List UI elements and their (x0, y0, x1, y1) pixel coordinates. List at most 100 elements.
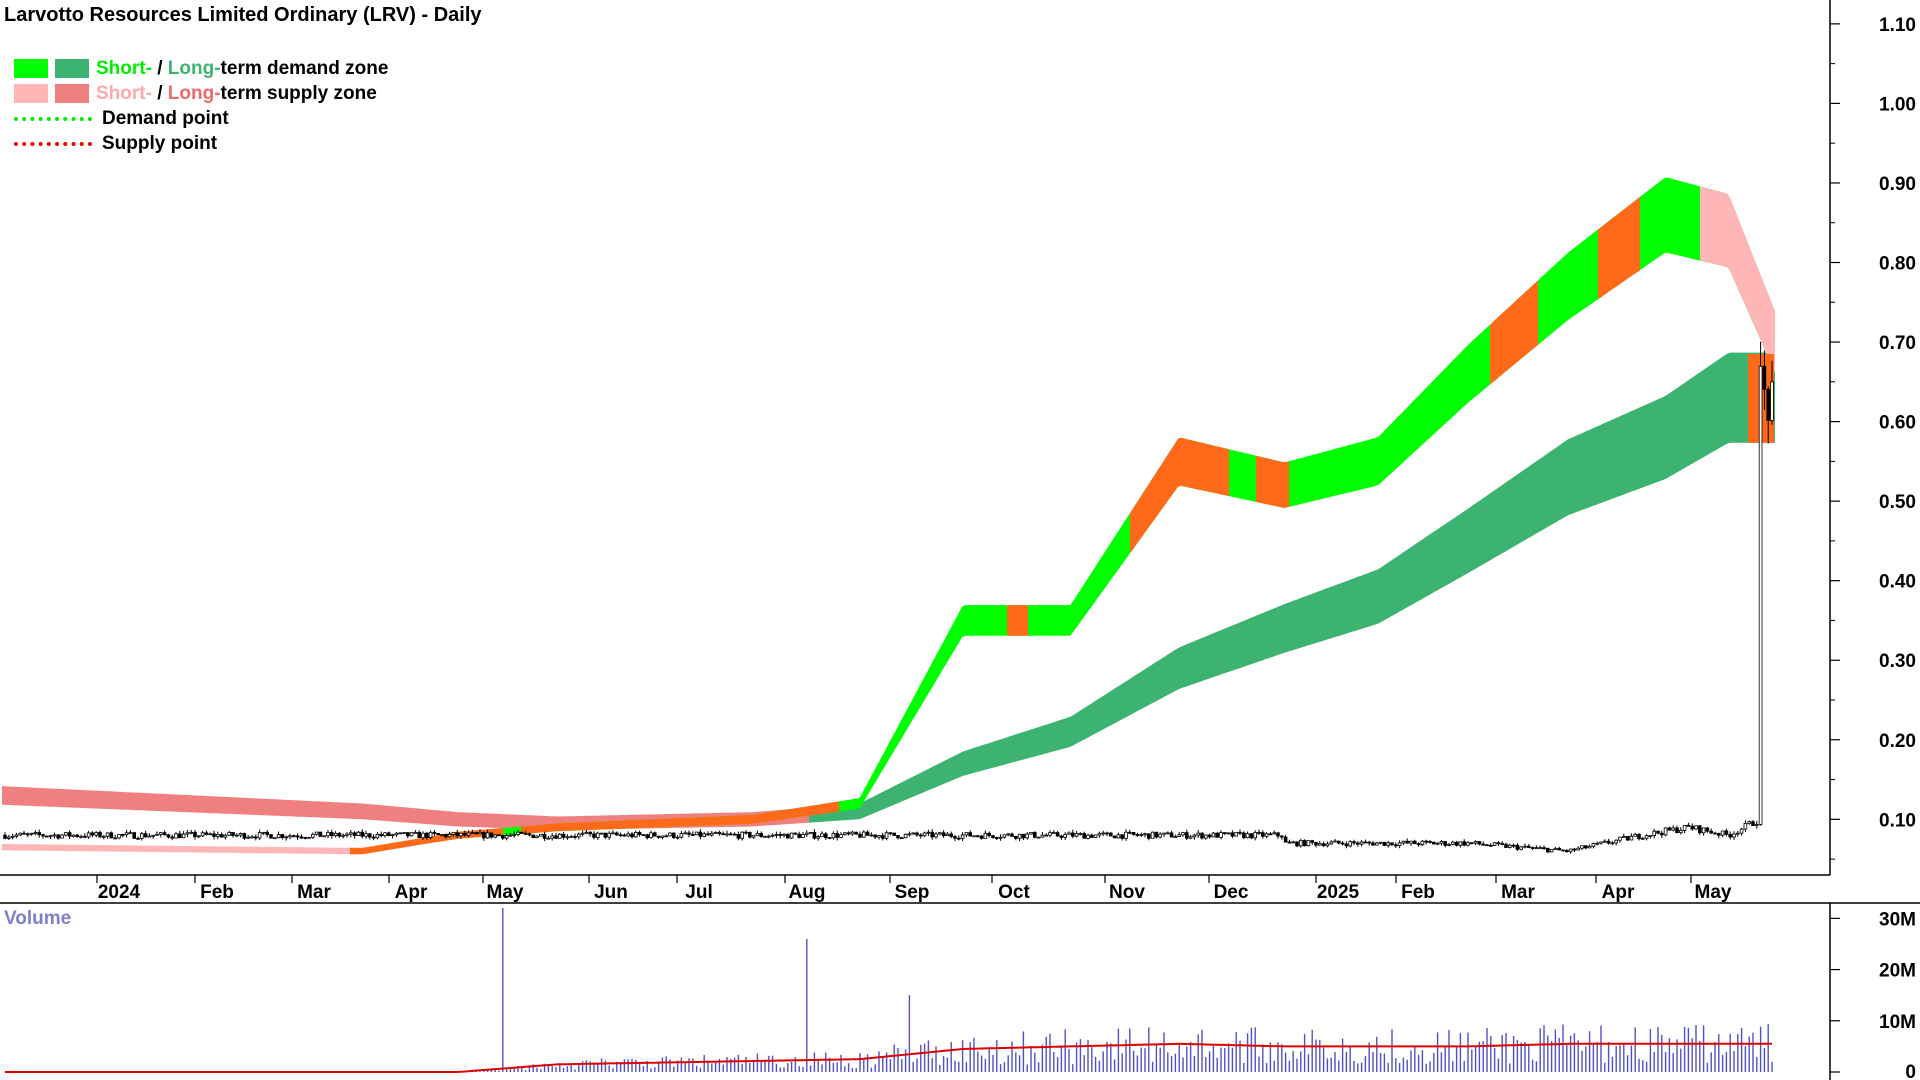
candle-body (801, 834, 805, 838)
candle-body (1105, 832, 1109, 835)
candle-body (717, 831, 722, 835)
candle-body (1466, 842, 1470, 846)
candle-body (1082, 833, 1087, 839)
candle-body (778, 834, 782, 836)
candle-body (1017, 833, 1022, 839)
candle-body (1367, 841, 1372, 844)
candle-body (789, 832, 794, 839)
candle-body (504, 835, 509, 839)
candle-body (329, 832, 334, 837)
candle-body (1321, 843, 1326, 847)
candle-body (1663, 827, 1668, 836)
candle-body (257, 832, 262, 839)
candle-body (820, 833, 824, 838)
candle-body (360, 831, 364, 837)
candle-body (1359, 841, 1364, 845)
candle-body (873, 834, 877, 838)
candle-body (291, 835, 296, 838)
time-tick-label-11: Dec (1214, 882, 1249, 903)
candle-body (1485, 844, 1489, 847)
candle-body (1344, 843, 1349, 847)
candle-body (1116, 834, 1121, 839)
candle-body (1644, 835, 1649, 839)
candle-body (356, 831, 361, 837)
candle-body (1371, 842, 1375, 846)
candle-body (45, 835, 49, 838)
candle-body (1652, 830, 1657, 836)
candle-body (698, 831, 703, 837)
time-tick-label-2: Mar (297, 882, 331, 903)
candle-body (1451, 841, 1455, 845)
candle-body (1158, 833, 1163, 838)
candle-body (1340, 842, 1345, 845)
candle-body (1097, 833, 1102, 836)
candle-body (1219, 832, 1223, 838)
candle-body (1511, 844, 1516, 847)
candle-body (367, 833, 372, 838)
candle-body (48, 835, 53, 838)
candle-body (607, 832, 611, 838)
candle-body (307, 836, 311, 839)
candle-body (1052, 832, 1056, 834)
candle-body (1261, 832, 1265, 837)
candle-body (394, 832, 399, 836)
candle-body (341, 834, 345, 837)
chart-title: Larvotto Resources Limited Ordinary (LRV… (4, 4, 482, 26)
candle-body (102, 835, 106, 838)
candle-body (1139, 834, 1144, 837)
candle-body (770, 834, 775, 837)
candle-body (474, 832, 478, 835)
candle-body (1709, 830, 1714, 834)
volume-bars (5, 908, 1773, 1073)
candle-body (466, 832, 471, 836)
candle-body (1542, 847, 1546, 850)
price-y-axis: 1.10 1.00 0.90 0.80 0.70 0.60 0.50 0.40 0.30 0.20… (1830, 15, 1916, 860)
candle-body (1747, 821, 1752, 824)
time-tick-label-14: Mar (1501, 882, 1535, 903)
candle-body (846, 832, 851, 835)
candle-body (1557, 847, 1562, 851)
candle-body (234, 834, 239, 837)
candle-body (174, 833, 178, 839)
candle-body (1751, 821, 1755, 826)
candle-body (478, 831, 482, 835)
time-tick-label-0: 2024 (98, 882, 141, 903)
candle-body (1561, 849, 1565, 852)
time-tick-label-1: Feb (200, 882, 234, 903)
candle-body (679, 833, 684, 838)
candle-body (827, 837, 832, 840)
short-term-supply-zone (2, 840, 410, 855)
candle-body (520, 831, 524, 834)
candle-body (424, 832, 429, 838)
candle-body (911, 832, 915, 835)
candle-body (1356, 842, 1360, 845)
candle-body (1538, 847, 1543, 850)
candle-body (18, 832, 22, 836)
candle-body (725, 833, 729, 836)
candle-body (1614, 839, 1619, 844)
candle-body (143, 833, 148, 838)
candle-body (375, 833, 380, 839)
candle-body (1755, 824, 1759, 826)
candle-body (808, 831, 813, 834)
candle-body (1150, 831, 1155, 839)
candle-body (1386, 842, 1391, 846)
candle-body (60, 834, 64, 839)
candle-body (177, 833, 182, 839)
candle-body (881, 835, 885, 839)
candle-body (333, 832, 338, 837)
candle-body (637, 832, 642, 835)
candle-body (451, 832, 456, 835)
candle-body (972, 835, 976, 838)
candle-body (523, 832, 528, 835)
candle-body (512, 834, 516, 836)
candle-body (565, 836, 570, 839)
candle-body (1272, 832, 1277, 835)
candle-body (713, 831, 718, 834)
candle-body (7, 836, 11, 839)
legend-demand-point: Demand point (14, 106, 388, 131)
candle-body (1010, 833, 1014, 837)
candle-body (158, 832, 163, 835)
candle-body (352, 832, 357, 837)
candle-body (90, 832, 95, 836)
